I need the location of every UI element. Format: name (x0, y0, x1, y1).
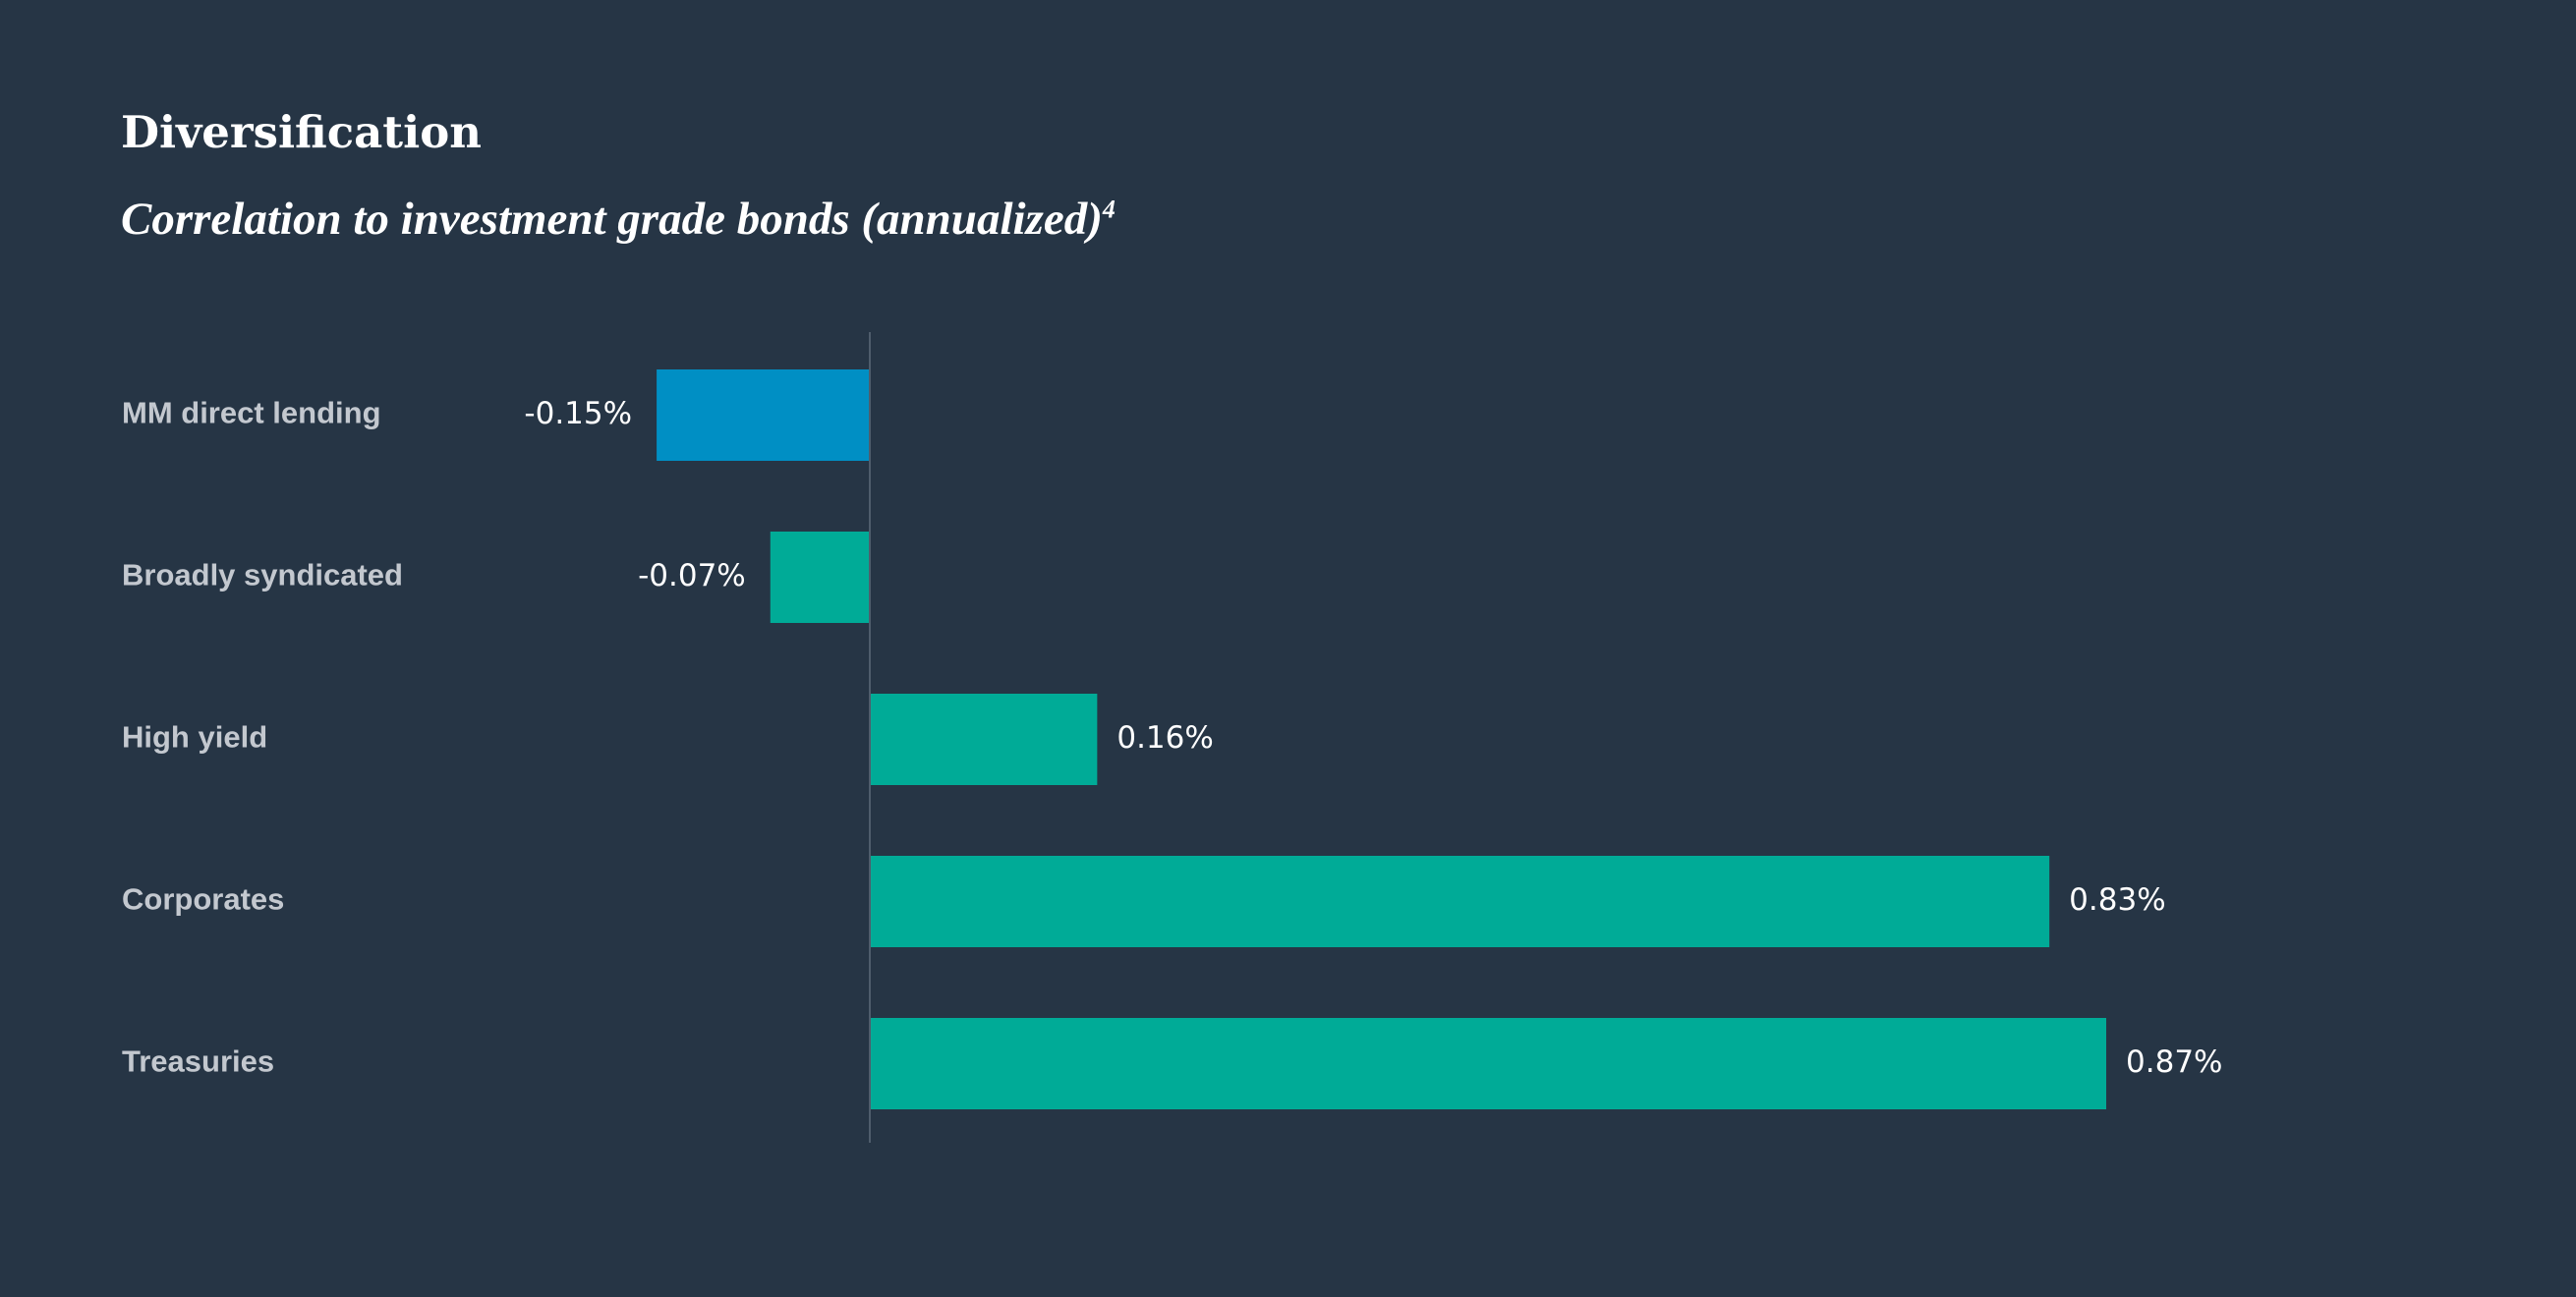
chart-title: Diversification (121, 106, 482, 158)
category-label: Corporates (122, 882, 284, 917)
value-label: 0.16% (1116, 720, 1213, 756)
bar (870, 856, 2050, 947)
bar (770, 532, 870, 623)
value-label: 0.83% (2069, 882, 2165, 918)
chart-subtitle-text: Correlation to investment grade bonds (a… (121, 194, 1103, 245)
value-label: 0.87% (2126, 1044, 2222, 1080)
value-label: -0.15% (524, 396, 632, 431)
bar (870, 1018, 2107, 1109)
bar (870, 694, 1098, 785)
category-label: High yield (122, 720, 267, 755)
value-label: -0.07% (638, 558, 746, 593)
category-label: Broadly syndicated (122, 558, 403, 592)
category-label: MM direct lending (122, 396, 381, 430)
category-label: Treasuries (122, 1044, 274, 1079)
bar (657, 369, 870, 461)
chart-subtitle: Correlation to investment grade bonds (a… (121, 193, 1116, 246)
footnote-marker: 4 (1102, 195, 1116, 224)
